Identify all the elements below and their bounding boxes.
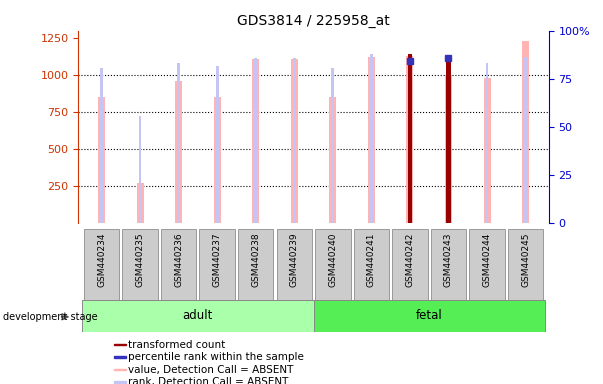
Title: GDS3814 / 225958_at: GDS3814 / 225958_at (237, 14, 390, 28)
Text: rank, Detection Call = ABSENT: rank, Detection Call = ABSENT (128, 377, 289, 384)
Text: adult: adult (183, 310, 213, 322)
Bar (177, 63, 180, 223)
Bar (98, 97, 105, 223)
FancyBboxPatch shape (122, 229, 158, 300)
Bar (484, 78, 490, 223)
FancyBboxPatch shape (277, 229, 312, 300)
Bar (446, 59, 451, 223)
Bar (115, 344, 126, 346)
Bar (368, 57, 375, 223)
Bar (115, 369, 126, 370)
Text: GSM440237: GSM440237 (213, 232, 222, 287)
FancyBboxPatch shape (392, 229, 428, 300)
Text: GSM440240: GSM440240 (329, 232, 337, 287)
Bar (447, 57, 450, 223)
Text: GSM440244: GSM440244 (482, 232, 491, 287)
Text: GSM440243: GSM440243 (444, 232, 453, 287)
Text: percentile rank within the sample: percentile rank within the sample (128, 352, 304, 362)
Bar (445, 75, 452, 223)
Bar (293, 58, 295, 223)
Text: fetal: fetal (416, 310, 443, 322)
Text: GSM440239: GSM440239 (290, 232, 298, 287)
Text: GSM440242: GSM440242 (405, 232, 414, 287)
Bar (175, 81, 182, 223)
Bar (115, 381, 126, 383)
Bar (370, 55, 373, 223)
Bar (216, 66, 218, 223)
Text: GSM440234: GSM440234 (97, 232, 106, 287)
Text: GSM440241: GSM440241 (367, 232, 376, 287)
Text: value, Detection Call = ABSENT: value, Detection Call = ABSENT (128, 364, 294, 375)
Bar (406, 56, 414, 223)
FancyBboxPatch shape (469, 229, 505, 300)
Bar (213, 97, 221, 223)
FancyBboxPatch shape (84, 229, 119, 300)
FancyBboxPatch shape (508, 229, 543, 300)
FancyBboxPatch shape (431, 229, 466, 300)
Bar (254, 58, 257, 223)
Bar (485, 63, 488, 223)
Bar (137, 183, 144, 223)
Bar (139, 116, 142, 223)
Bar (329, 97, 336, 223)
FancyBboxPatch shape (315, 229, 350, 300)
Text: GSM440238: GSM440238 (251, 232, 260, 287)
Text: GSM440235: GSM440235 (136, 232, 145, 287)
Bar (524, 56, 527, 223)
Bar (332, 68, 334, 223)
FancyBboxPatch shape (82, 300, 314, 332)
FancyBboxPatch shape (353, 229, 389, 300)
FancyBboxPatch shape (314, 300, 545, 332)
Bar (252, 59, 259, 223)
Bar (100, 68, 103, 223)
Text: GSM440236: GSM440236 (174, 232, 183, 287)
FancyBboxPatch shape (238, 229, 274, 300)
Text: transformed count: transformed count (128, 339, 226, 350)
Bar (115, 356, 126, 358)
Bar (291, 59, 298, 223)
Bar (408, 55, 412, 223)
Text: GSM440245: GSM440245 (521, 232, 530, 287)
FancyBboxPatch shape (200, 229, 235, 300)
Bar (522, 41, 529, 223)
FancyBboxPatch shape (161, 229, 197, 300)
Text: development stage: development stage (3, 312, 98, 322)
